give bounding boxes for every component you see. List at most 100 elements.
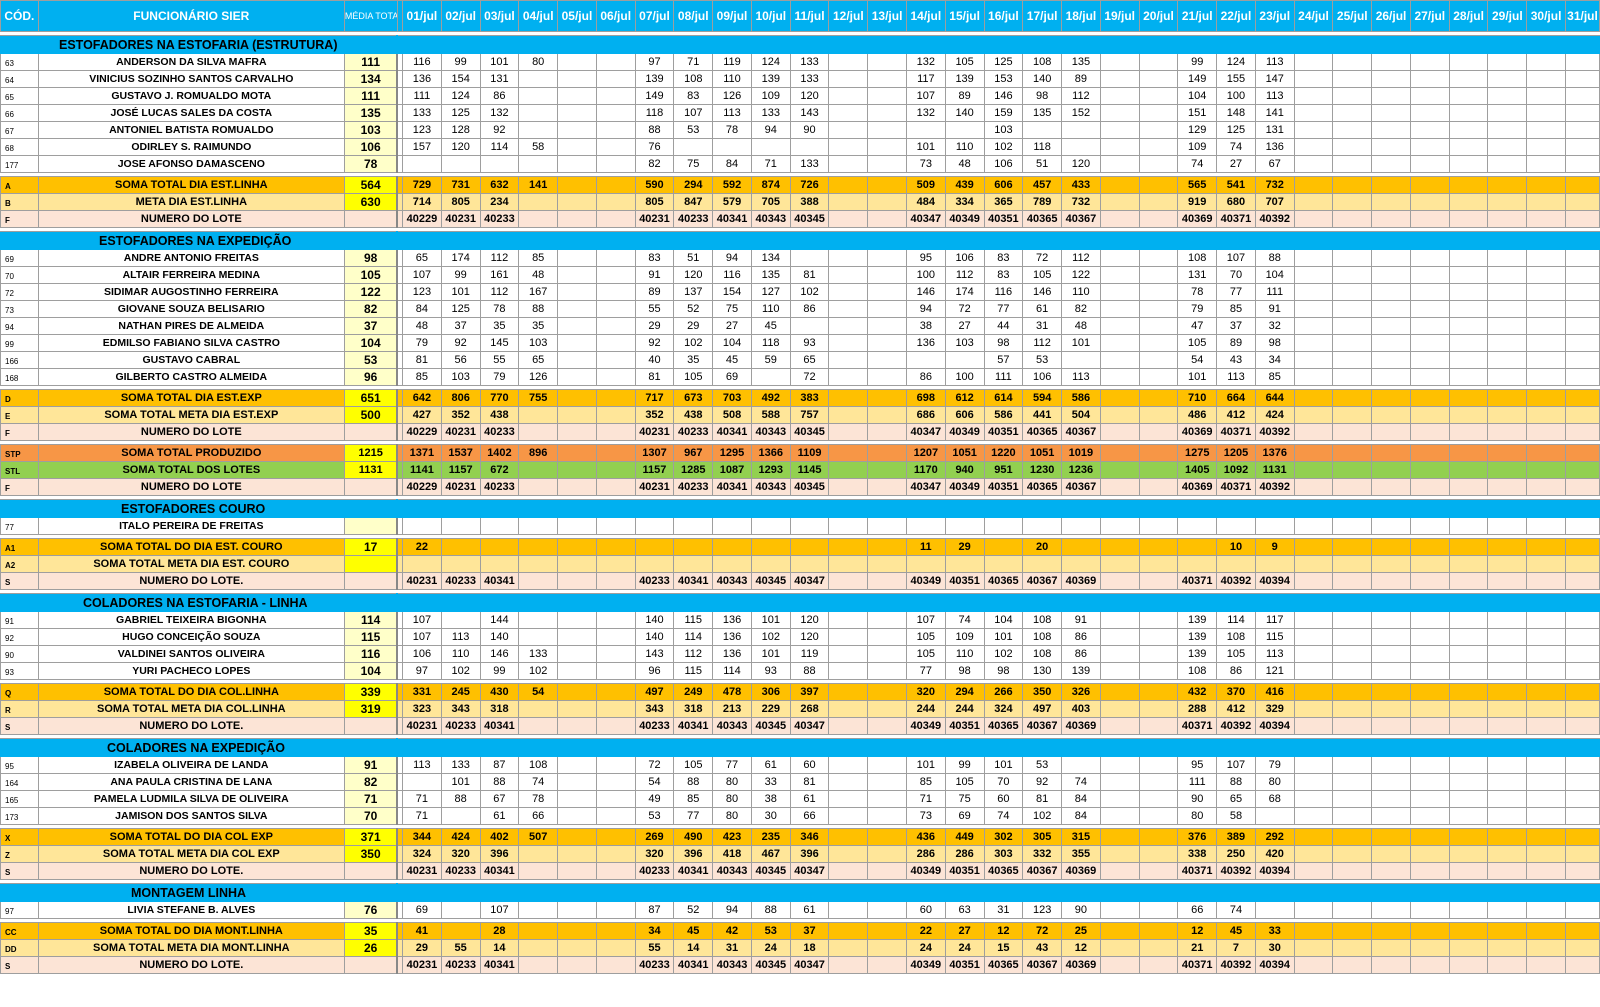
day-value-cell[interactable]: 47 [1177,317,1218,335]
day-value-cell[interactable] [1332,517,1373,535]
day-value-cell[interactable]: 105 [1022,266,1063,284]
day-value-cell[interactable]: 78 [712,121,752,139]
day-value-cell[interactable] [1564,717,1600,735]
day-value-cell[interactable]: 731 [440,176,481,194]
day-value-cell[interactable]: 107 [402,628,442,646]
day-value-cell[interactable] [867,70,907,88]
day-value-cell[interactable]: 80 [1177,807,1218,825]
day-value-cell[interactable]: 93 [789,334,830,352]
day-value-cell[interactable]: 40233 [440,572,481,590]
row-average[interactable] [343,555,398,573]
day-value-cell[interactable]: 40351 [983,423,1024,441]
day-value-cell[interactable] [983,555,1024,573]
day-value-cell[interactable] [1526,121,1566,139]
day-value-cell[interactable] [1526,773,1566,791]
day-value-cell[interactable]: 100 [944,368,985,386]
day-value-cell[interactable] [1061,756,1101,774]
row-average[interactable] [343,210,398,228]
day-value-cell[interactable] [1099,828,1140,846]
day-value-cell[interactable] [1564,138,1600,156]
day-value-cell[interactable]: 159 [983,104,1024,122]
day-value-cell[interactable]: 213 [712,700,752,718]
day-value-cell[interactable]: 120 [789,628,830,646]
header-day-6[interactable]: 06/jul [595,0,636,32]
day-value-cell[interactable] [557,773,597,791]
day-value-cell[interactable] [595,683,636,701]
day-value-cell[interactable] [402,555,442,573]
day-value-cell[interactable]: 320 [905,683,946,701]
day-value-cell[interactable] [1099,87,1140,105]
day-value-cell[interactable] [712,555,752,573]
day-value-cell[interactable]: 707 [1254,193,1295,211]
day-value-cell[interactable] [557,368,597,386]
day-value-cell[interactable]: 40345 [750,862,791,880]
day-value-cell[interactable]: 40351 [944,862,985,880]
day-value-cell[interactable]: 100 [905,266,946,284]
day-value-cell[interactable] [595,87,636,105]
day-value-cell[interactable]: 302 [983,828,1024,846]
day-value-cell[interactable] [1409,700,1450,718]
day-value-cell[interactable] [557,862,597,880]
day-value-cell[interactable]: 78 [518,790,559,808]
day-value-cell[interactable]: 383 [789,389,830,407]
day-value-cell[interactable] [1564,572,1600,590]
day-value-cell[interactable]: 22 [905,922,946,940]
day-value-cell[interactable] [557,351,597,369]
day-value-cell[interactable]: 76 [634,138,675,156]
row-label[interactable]: NUMERO DO LOTE [37,210,345,228]
day-value-cell[interactable]: 98 [983,662,1024,680]
day-value-cell[interactable] [1487,87,1528,105]
day-value-cell[interactable]: 376 [1177,828,1218,846]
row-code[interactable]: F [0,210,39,228]
day-value-cell[interactable] [983,517,1024,535]
day-value-cell[interactable]: 139 [1061,662,1101,680]
day-value-cell[interactable] [518,406,559,424]
day-value-cell[interactable] [1138,939,1179,957]
day-value-cell[interactable]: 81 [634,368,675,386]
day-value-cell[interactable] [828,266,869,284]
day-value-cell[interactable] [867,104,907,122]
day-value-cell[interactable]: 343 [634,700,675,718]
day-value-cell[interactable]: 84 [1061,807,1101,825]
day-value-cell[interactable]: 303 [983,845,1024,863]
day-value-cell[interactable]: 1131 [1254,461,1295,479]
day-value-cell[interactable] [1526,845,1566,863]
day-value-cell[interactable]: 389 [1216,828,1256,846]
day-value-cell[interactable]: 102 [750,628,791,646]
day-value-cell[interactable] [595,389,636,407]
day-value-cell[interactable]: 85 [1254,368,1295,386]
day-value-cell[interactable]: 86 [479,87,520,105]
day-value-cell[interactable]: 61 [1022,300,1063,318]
day-value-cell[interactable]: 40392 [1254,423,1295,441]
day-value-cell[interactable] [828,155,869,173]
day-value-cell[interactable] [1409,517,1450,535]
day-value-cell[interactable] [1332,922,1373,940]
day-value-cell[interactable] [867,423,907,441]
day-value-cell[interactable] [1564,922,1600,940]
day-value-cell[interactable]: 90 [1061,901,1101,919]
day-value-cell[interactable] [867,662,907,680]
day-value-cell[interactable]: 438 [673,406,714,424]
day-value-cell[interactable] [1293,845,1334,863]
day-value-cell[interactable]: 59 [750,351,791,369]
day-value-cell[interactable] [1448,210,1489,228]
row-average[interactable]: 651 [343,389,398,407]
day-value-cell[interactable]: 140 [479,628,520,646]
day-value-cell[interactable] [557,283,597,301]
day-value-cell[interactable]: 436 [905,828,946,846]
row-code[interactable]: A [0,176,39,194]
day-value-cell[interactable]: 134 [750,249,791,267]
day-value-cell[interactable] [1526,444,1566,462]
row-code[interactable]: 73 [0,300,39,318]
day-value-cell[interactable]: 45 [1216,922,1256,940]
day-value-cell[interactable] [557,572,597,590]
day-value-cell[interactable] [1448,956,1489,974]
day-value-cell[interactable]: 92 [479,121,520,139]
day-value-cell[interactable]: 110 [750,300,791,318]
day-value-cell[interactable] [1293,155,1334,173]
day-value-cell[interactable] [595,478,636,496]
day-value-cell[interactable] [1564,956,1600,974]
day-value-cell[interactable]: 77 [712,756,752,774]
day-value-cell[interactable]: 85 [673,790,714,808]
header-day-2[interactable]: 02/jul [440,0,481,32]
